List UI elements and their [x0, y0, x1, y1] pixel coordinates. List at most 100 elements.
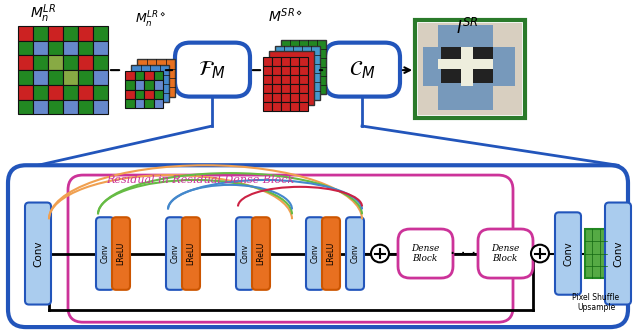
FancyBboxPatch shape	[325, 42, 400, 97]
Bar	[281, 102, 290, 111]
Bar	[33, 100, 48, 114]
Text: $M_n^{LR\diamond}$: $M_n^{LR\diamond}$	[135, 10, 166, 30]
Bar	[18, 26, 33, 41]
Bar	[154, 99, 163, 108]
Bar	[272, 93, 281, 102]
Circle shape	[531, 245, 549, 262]
Bar	[93, 26, 108, 41]
Bar	[154, 80, 163, 90]
Bar	[415, 20, 525, 118]
Bar	[438, 25, 493, 46]
Bar	[48, 100, 63, 114]
Bar	[290, 93, 299, 102]
Bar	[438, 46, 493, 86]
Bar	[33, 55, 48, 70]
FancyBboxPatch shape	[555, 212, 581, 295]
Bar	[134, 90, 144, 99]
Bar	[78, 70, 93, 85]
Bar	[299, 84, 308, 93]
FancyBboxPatch shape	[182, 217, 200, 290]
Bar	[63, 55, 78, 70]
Bar	[272, 57, 281, 66]
Text: Conv: Conv	[351, 244, 360, 263]
Bar	[269, 51, 314, 106]
Bar	[438, 59, 493, 69]
Bar	[18, 41, 33, 55]
Bar	[134, 80, 144, 90]
Text: Conv: Conv	[100, 244, 109, 263]
FancyBboxPatch shape	[322, 217, 340, 290]
Bar	[290, 57, 299, 66]
FancyBboxPatch shape	[346, 217, 364, 290]
Bar	[137, 59, 175, 97]
Bar	[418, 23, 522, 115]
Bar	[63, 100, 78, 114]
Bar	[78, 85, 93, 100]
Text: LReLU: LReLU	[326, 242, 335, 265]
Bar	[299, 57, 308, 66]
Bar	[272, 102, 281, 111]
Bar	[125, 71, 134, 80]
Bar	[144, 80, 154, 90]
Bar	[281, 57, 290, 66]
Bar	[33, 41, 48, 55]
Bar	[18, 85, 33, 100]
Bar	[33, 85, 48, 100]
Bar	[18, 100, 33, 114]
Bar	[299, 102, 308, 111]
Bar	[134, 99, 144, 108]
Bar	[78, 100, 93, 114]
Bar	[461, 46, 473, 86]
Text: · · ·: · · ·	[450, 245, 476, 263]
Bar	[281, 40, 326, 94]
Bar	[125, 90, 134, 99]
Bar	[299, 75, 308, 84]
FancyBboxPatch shape	[25, 203, 51, 304]
Bar	[275, 45, 320, 100]
FancyBboxPatch shape	[68, 175, 513, 322]
Bar	[131, 65, 169, 103]
Bar	[281, 75, 290, 84]
FancyBboxPatch shape	[398, 229, 453, 278]
Bar	[125, 99, 134, 108]
Text: Conv: Conv	[563, 241, 573, 266]
Text: LReLU: LReLU	[257, 242, 266, 265]
Text: Conv: Conv	[310, 244, 319, 263]
Bar	[134, 71, 144, 80]
Bar	[48, 85, 63, 100]
Bar	[63, 70, 78, 85]
Text: $M_n^{LR}$: $M_n^{LR}$	[30, 3, 56, 25]
Bar	[263, 66, 272, 75]
Bar	[585, 229, 607, 278]
Bar	[48, 41, 63, 55]
Text: $\mathcal{C}_M$: $\mathcal{C}_M$	[349, 59, 375, 81]
Bar	[299, 93, 308, 102]
Bar	[290, 102, 299, 111]
Bar	[18, 55, 33, 70]
Text: $\mathcal{F}_M$: $\mathcal{F}_M$	[198, 59, 226, 81]
Bar	[78, 41, 93, 55]
Bar	[263, 84, 272, 93]
Text: LReLU: LReLU	[116, 242, 125, 265]
Text: Conv: Conv	[33, 240, 43, 267]
Bar	[154, 71, 163, 80]
Bar	[63, 85, 78, 100]
Bar	[93, 85, 108, 100]
Bar	[125, 80, 134, 90]
Bar	[281, 93, 290, 102]
Bar	[272, 75, 281, 84]
Bar	[263, 57, 272, 66]
Bar	[263, 102, 272, 111]
Bar	[290, 84, 299, 93]
FancyBboxPatch shape	[96, 217, 114, 290]
Bar	[78, 55, 93, 70]
Bar	[33, 70, 48, 85]
Bar	[423, 46, 441, 86]
FancyBboxPatch shape	[306, 217, 324, 290]
Bar	[281, 84, 290, 93]
Text: Pixel Shuffle
Upsample: Pixel Shuffle Upsample	[572, 293, 620, 312]
FancyBboxPatch shape	[166, 217, 184, 290]
Text: Conv: Conv	[170, 244, 179, 263]
FancyBboxPatch shape	[112, 217, 130, 290]
Bar	[63, 41, 78, 55]
